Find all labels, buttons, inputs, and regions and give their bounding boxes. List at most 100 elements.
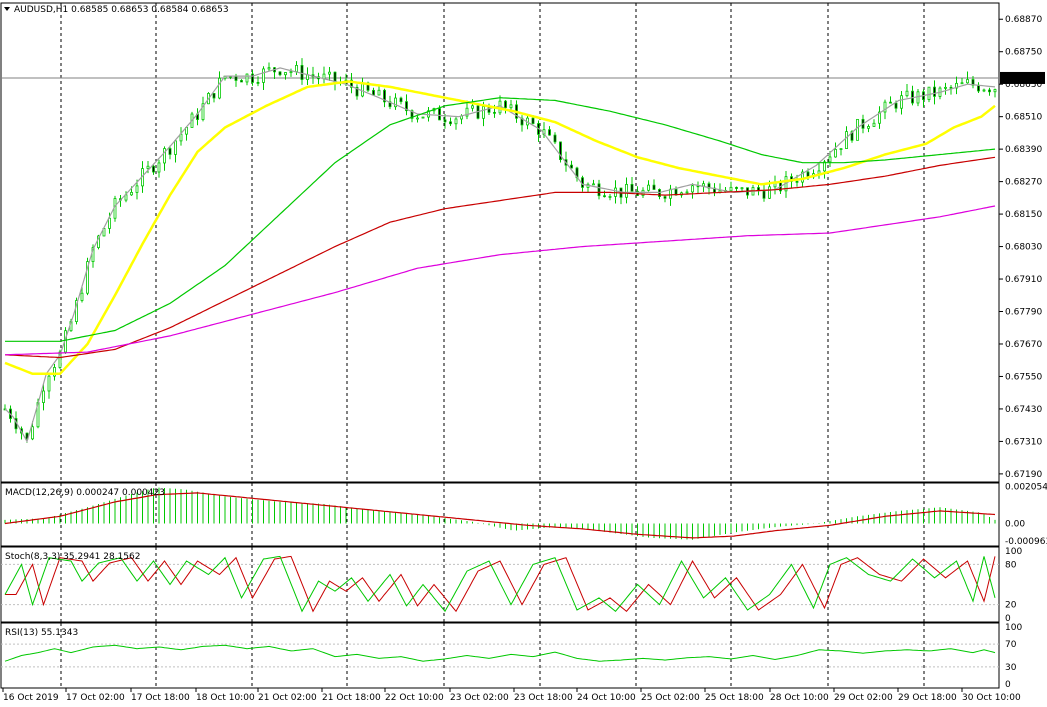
candle-body: [828, 156, 832, 163]
candle-body: [427, 110, 430, 118]
candle-body: [130, 191, 133, 196]
candle-body: [856, 118, 859, 141]
candle-body: [218, 77, 221, 99]
candle-body: [691, 185, 694, 193]
rsi-y-tick-label: 100: [1005, 623, 1022, 633]
y-tick-label: 0.68630: [1005, 80, 1042, 90]
candle-body: [267, 67, 271, 70]
candle-body: [262, 68, 265, 83]
x-tick-label: 29 Oct 18:00: [898, 693, 957, 703]
macd-y-tick-label: 0.00: [1005, 520, 1025, 530]
candle-body: [955, 82, 958, 89]
candle-body: [960, 82, 964, 85]
panel-frame: [0, 546, 1000, 623]
candle-body: [900, 95, 903, 109]
candle-body: [278, 71, 282, 76]
candle-body: [42, 390, 45, 403]
x-tick-label: 23 Oct 02:00: [450, 693, 509, 703]
candle-body: [454, 118, 458, 125]
rsi-y-tick-label: 70: [1005, 640, 1017, 650]
macd-signal-line: [4, 492, 996, 539]
candle-body: [108, 217, 111, 229]
y-tick-label: 0.68510: [1005, 113, 1042, 123]
candle-body: [663, 196, 667, 199]
stoch-signal-line: [5, 555, 996, 613]
candle-body: [592, 183, 595, 186]
y-tick-label: 0.67430: [1005, 405, 1042, 415]
candle-body: [597, 183, 601, 197]
stoch-y-tick-label: 80: [1005, 560, 1017, 570]
candle-body: [240, 80, 243, 83]
candle-body: [300, 65, 304, 80]
candle-body: [284, 72, 287, 76]
candle-body: [658, 189, 661, 197]
x-tick-label: 24 Oct 10:00: [577, 693, 636, 703]
candle-body: [438, 108, 441, 121]
x-tick-label: 22 Oct 10:00: [385, 693, 444, 703]
candle-body: [328, 71, 331, 75]
y-tick-label: 0.68870: [1005, 15, 1042, 25]
candle-body: [933, 86, 936, 97]
candle-body: [157, 162, 161, 173]
x-tick-label: 23 Oct 18:00: [514, 693, 573, 703]
current-price-box: [1000, 71, 1045, 84]
candle-body: [383, 89, 386, 103]
candle-body: [762, 190, 766, 199]
rsi-panel-title: RSI(13) 55.1343: [5, 628, 78, 638]
y-tick-label: 0.67790: [1005, 308, 1042, 318]
candles: [3, 58, 997, 443]
candle-body: [553, 134, 557, 143]
candle-body: [201, 103, 205, 120]
rsi-y-tick-label: 30: [1005, 663, 1017, 673]
y-tick-label: 0.68150: [1005, 210, 1042, 220]
x-tick-label: 17 Oct 02:00: [66, 693, 125, 703]
candle-body: [735, 186, 738, 189]
candle-body: [685, 191, 689, 194]
candle-body: [482, 106, 485, 119]
candle-body: [531, 117, 535, 124]
x-tick-label: 28 Oct 10:00: [770, 693, 829, 703]
candle-body: [256, 82, 260, 84]
candle-body: [295, 65, 298, 73]
y-tick-label: 0.67910: [1005, 275, 1042, 285]
candle-body: [405, 101, 408, 112]
candle-body: [795, 180, 799, 183]
y-tick-label: 0.67670: [1005, 340, 1042, 350]
candle-body: [443, 119, 447, 123]
candle-body: [168, 148, 172, 155]
x-tick-label: 16 Oct 2019: [3, 693, 59, 703]
current-price-label: 0.68653: [1003, 74, 1040, 84]
candle-body: [889, 101, 892, 104]
y-tick-label: 0.68390: [1005, 145, 1042, 155]
candle-body: [86, 261, 89, 294]
candle-body: [669, 188, 672, 199]
candle-body: [465, 107, 469, 117]
candle-body: [652, 184, 656, 190]
candle-body: [421, 116, 425, 119]
candle-body: [977, 84, 980, 92]
candle-body: [927, 86, 931, 101]
candle-body: [163, 148, 166, 164]
candle-body: [993, 89, 997, 93]
candle-body: [966, 79, 969, 84]
candle-body: [471, 105, 474, 109]
stoch-panel-title: Stoch(8,3,3) 35.2941 28.1562: [5, 552, 140, 562]
candle-body: [212, 93, 216, 99]
candle-body: [850, 131, 854, 141]
candle-body: [245, 73, 249, 83]
candle-body: [372, 89, 375, 96]
macd-y-tick-label: 0.002054: [1005, 483, 1047, 493]
candle-body: [834, 148, 837, 158]
candle-body: [729, 186, 733, 192]
stoch-y-tick-label: 0: [1005, 614, 1011, 624]
candle-body: [289, 71, 293, 74]
stoch-y-tick-label: 100: [1005, 547, 1022, 557]
candle-body: [702, 183, 705, 187]
candle-body: [174, 140, 177, 155]
candle-body: [839, 148, 843, 150]
candle-body: [603, 195, 606, 198]
x-tick-label: 29 Oct 02:00: [834, 693, 893, 703]
candle-body: [647, 184, 650, 191]
x-tick-label: 21 Oct 02:00: [258, 693, 317, 703]
